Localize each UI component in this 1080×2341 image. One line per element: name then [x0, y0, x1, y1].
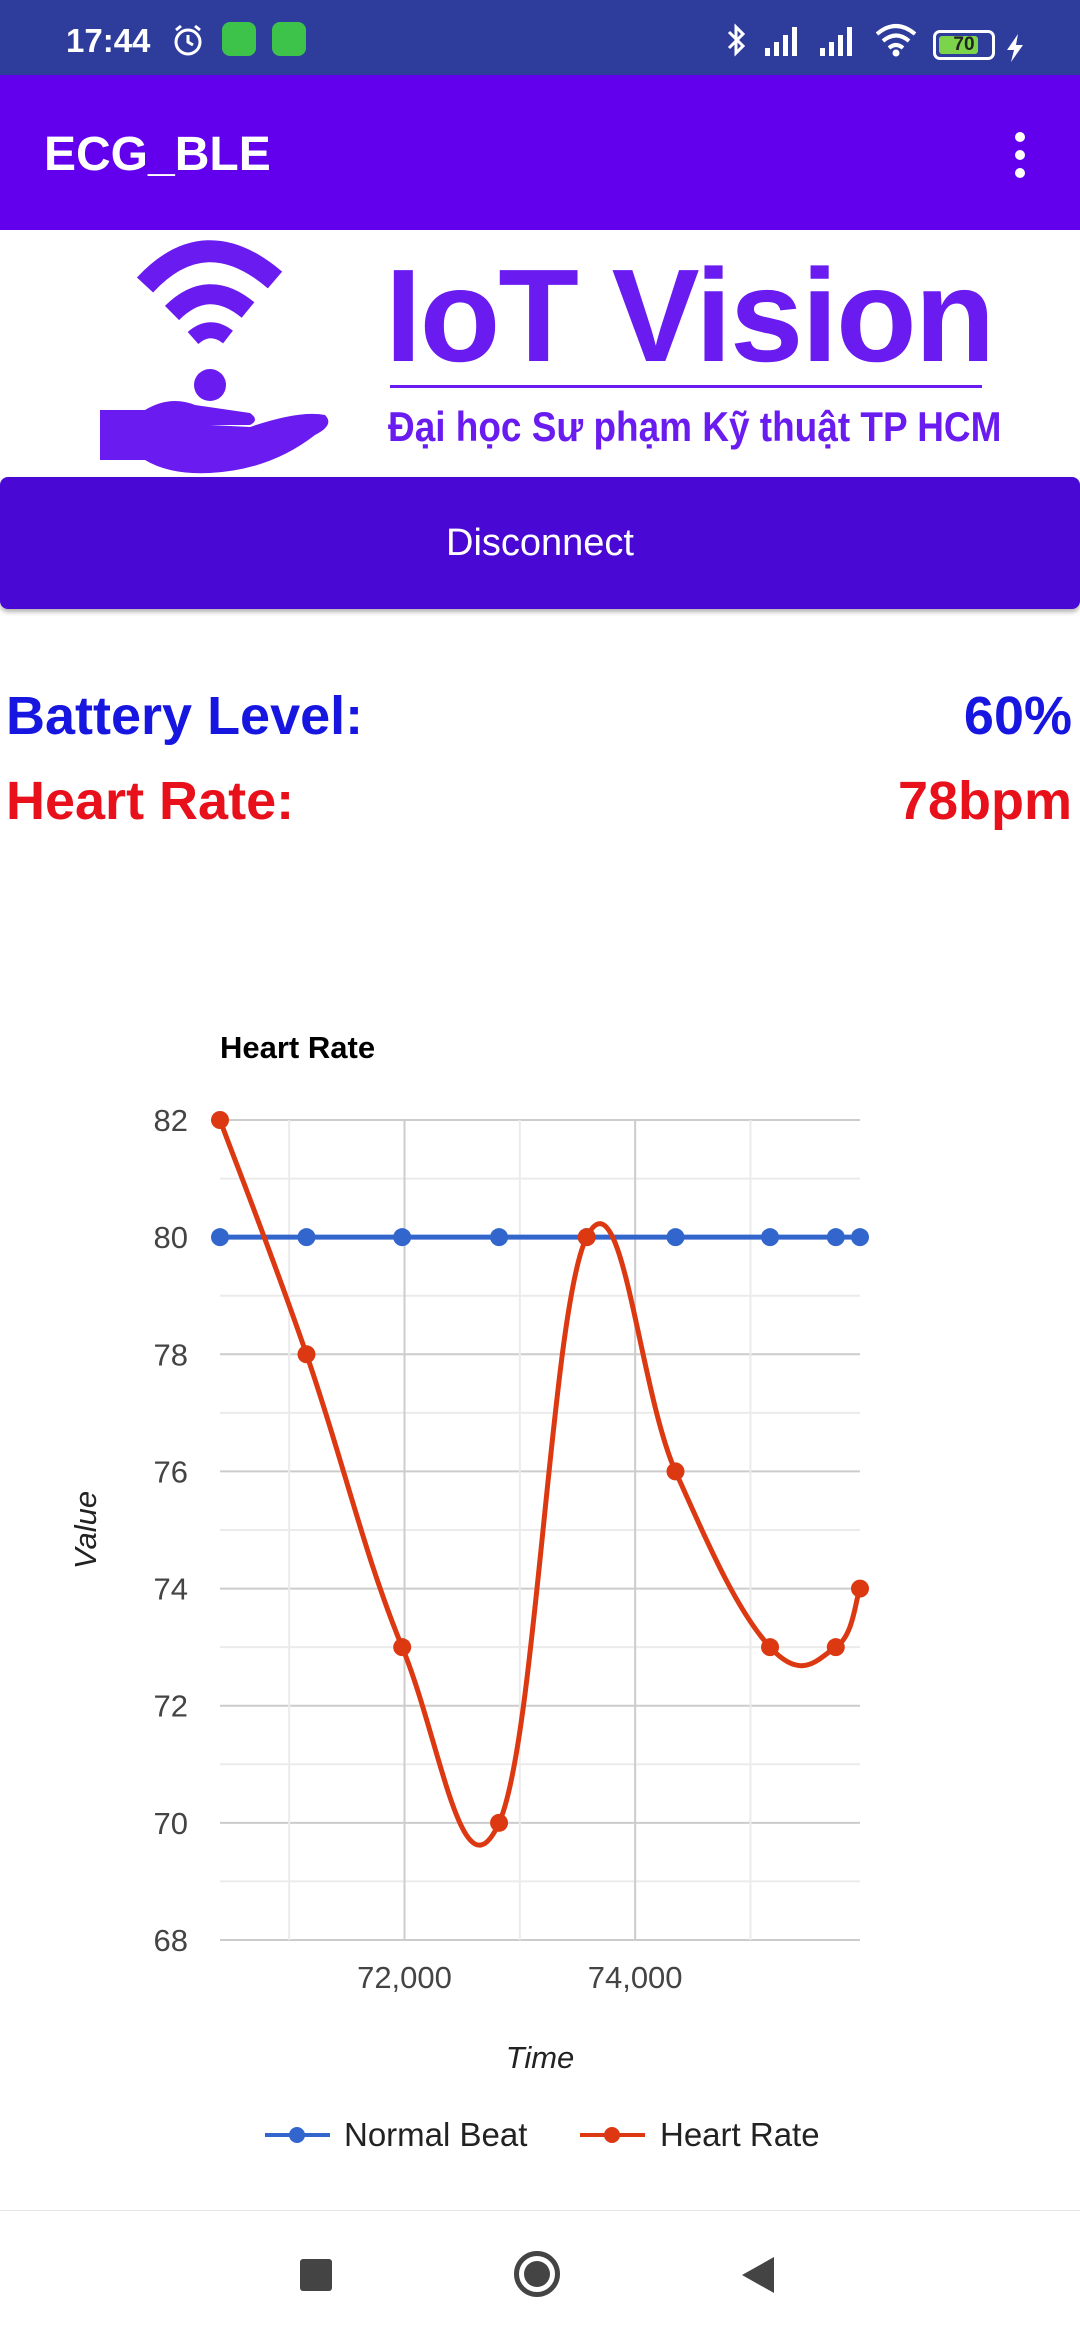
data-point-heart-rate: [211, 1111, 229, 1129]
signal-icon: [820, 27, 852, 56]
charging-icon: [1007, 34, 1023, 62]
back-icon[interactable]: [742, 2257, 774, 2293]
data-point-normal-beat: [211, 1228, 229, 1247]
logo-divider: [390, 385, 982, 388]
app-notification-icon: [222, 22, 256, 56]
bluetooth-icon: [727, 23, 746, 57]
data-point-normal-beat: [826, 1228, 845, 1247]
app-notification-icon: [272, 22, 306, 56]
system-nav-bar: [0, 2210, 1080, 2341]
app-bar: ECG_BLE: [0, 75, 1080, 230]
battery-icon: 70: [933, 30, 995, 60]
x-axis-title: Time: [506, 2040, 575, 2075]
battery-fill: [939, 36, 979, 54]
chart-title: Heart Rate: [220, 1030, 376, 1065]
legend-marker-heart-rate: [604, 2127, 620, 2143]
heart-rate-label: Heart Rate:: [6, 771, 295, 831]
app-title: ECG_BLE: [44, 128, 271, 181]
more-vert-icon[interactable]: [1000, 120, 1040, 190]
data-point-heart-rate: [826, 1638, 845, 1657]
y-tick-label: 74: [154, 1572, 188, 1607]
legend-marker-normal-beat: [289, 2127, 305, 2143]
recents-icon[interactable]: [300, 2259, 332, 2291]
logo-title: IoT Vision: [385, 242, 995, 389]
data-point-normal-beat: [666, 1228, 685, 1247]
logo-subtitle: Đại học Sư phạm Kỹ thuật TP HCM: [388, 403, 1002, 450]
data-point-heart-rate: [577, 1228, 596, 1247]
x-tick-label: 74,000: [588, 1960, 683, 1995]
wifi-hand-logo-icon: [100, 240, 329, 474]
data-point-normal-beat: [393, 1228, 412, 1247]
heart-rate-value: 78bpm: [897, 771, 1072, 831]
series-line-heart-rate: [217, 1119, 863, 1848]
data-point-normal-beat: [490, 1228, 509, 1247]
data-point-heart-rate: [851, 1579, 869, 1598]
battery-level-value: 60%: [963, 686, 1072, 746]
y-tick-label: 72: [154, 1689, 188, 1724]
legend-label-heart-rate: Heart Rate: [660, 2116, 820, 2153]
home-icon[interactable]: [514, 2251, 560, 2297]
y-tick-label: 68: [154, 1923, 188, 1958]
heart-rate-chart: 82 80 78 76 74 72 70 68 72,000 74,000 Time Value …: [0, 1010, 1080, 2210]
y-tick-label: 76: [154, 1454, 188, 1489]
data-point-heart-rate: [393, 1638, 412, 1657]
data-point-heart-rate: [490, 1813, 509, 1832]
battery-percent: 70: [953, 34, 975, 55]
data-point-normal-beat: [851, 1228, 869, 1247]
status-bar: 17:44 70: [0, 0, 1080, 75]
y-tick-label: 70: [154, 1806, 188, 1841]
data-point-normal-beat: [761, 1228, 780, 1247]
x-tick-label: 72,000: [357, 1960, 452, 1995]
y-tick-label: 82: [154, 1103, 188, 1138]
iot-vision-logo: IoT Vision Đại học Sư phạm Kỹ thuật TP H…: [100, 235, 1001, 475]
y-axis-title: Value: [68, 1491, 103, 1569]
legend: Normal Beat Heart Rate: [265, 2116, 820, 2153]
data-point-heart-rate: [297, 1345, 316, 1364]
disconnect-button[interactable]: Disconnect: [0, 477, 1080, 609]
legend-label-normal-beat: Normal Beat: [344, 2116, 527, 2153]
data-point-normal-beat: [297, 1228, 316, 1247]
data-point-heart-rate: [761, 1638, 780, 1657]
battery-level-label: Battery Level:: [6, 686, 364, 746]
data-point-heart-rate: [666, 1462, 685, 1481]
alarm-icon: [174, 24, 202, 56]
wifi-icon: [875, 24, 917, 57]
status-time: 17:44: [66, 22, 151, 59]
y-tick-label: 78: [154, 1337, 188, 1372]
y-tick-label: 80: [154, 1220, 188, 1255]
signal-icon: [765, 27, 797, 56]
